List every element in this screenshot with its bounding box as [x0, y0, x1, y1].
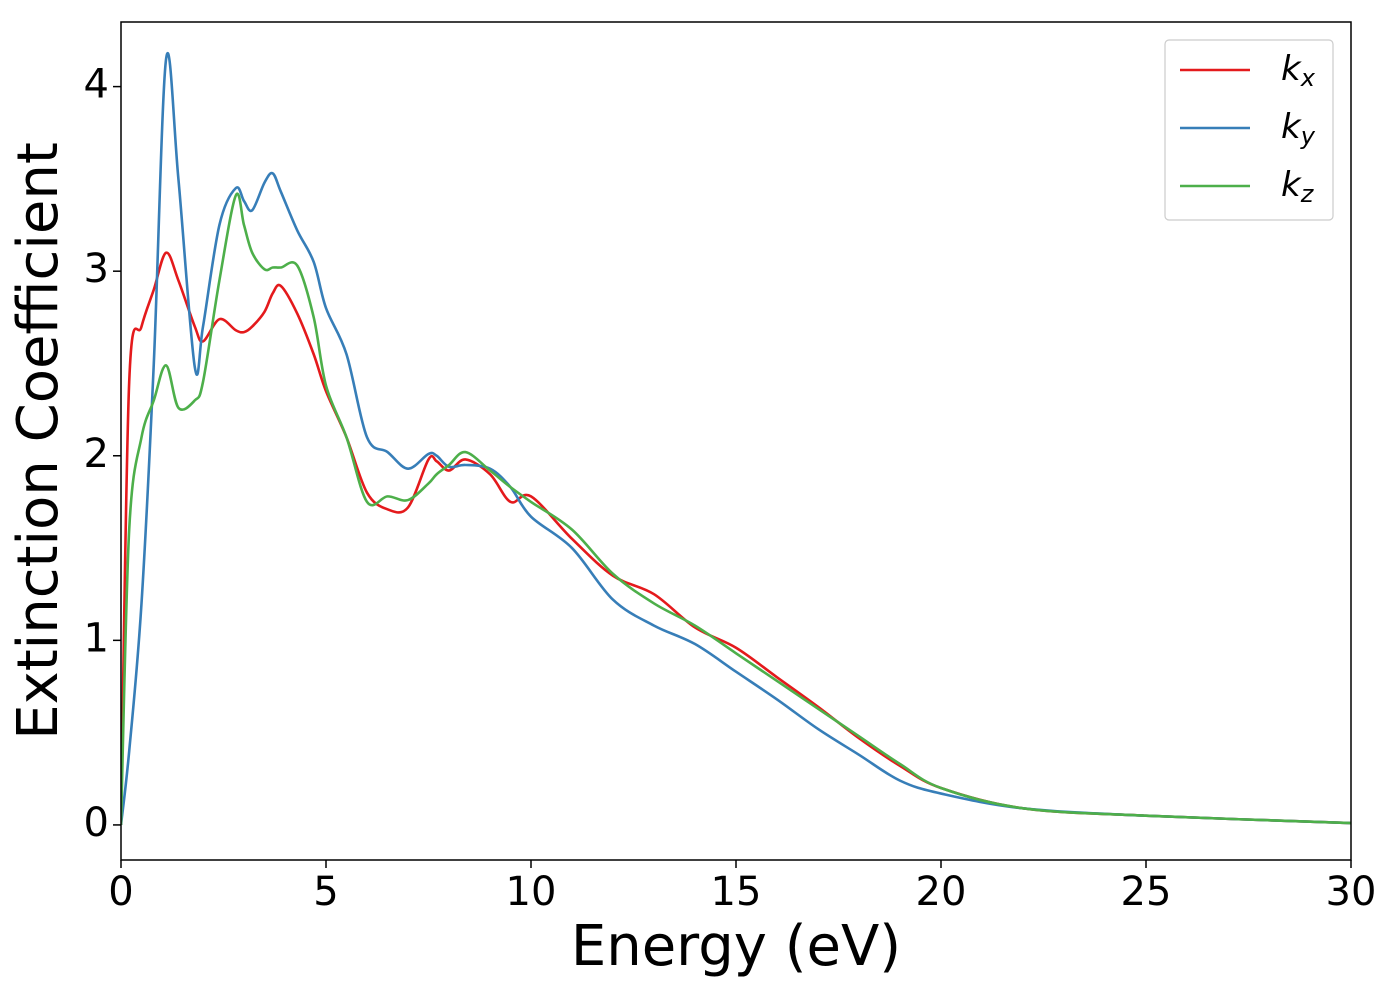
y-tick-label: 0 [84, 800, 109, 846]
y-tick-label: 1 [84, 615, 109, 661]
y-tick-label: 3 [84, 246, 109, 292]
x-tick-label: 0 [108, 869, 133, 915]
x-tick-label: 25 [1121, 869, 1172, 915]
x-tick-label: 20 [916, 869, 967, 915]
y-tick-label: 4 [84, 62, 109, 108]
legend-label: kx [1281, 49, 1316, 93]
x-axis-label: Energy (eV) [571, 914, 901, 979]
line-series [121, 192, 1351, 825]
plot-frame [120, 21, 1352, 861]
legend-label: ky [1281, 107, 1316, 151]
x-tick-label: 5 [313, 869, 338, 915]
y-axis-label: Extinction Coefficient [6, 142, 71, 740]
x-tick-label: 15 [711, 869, 762, 915]
legend-label: kz [1281, 165, 1315, 209]
y-tick-label: 2 [84, 431, 109, 477]
line-series [121, 51, 1351, 826]
line-series [121, 251, 1351, 825]
x-tick-label: 10 [506, 869, 557, 915]
legend-box [1164, 39, 1334, 221]
x-tick-label: 30 [1326, 869, 1377, 915]
